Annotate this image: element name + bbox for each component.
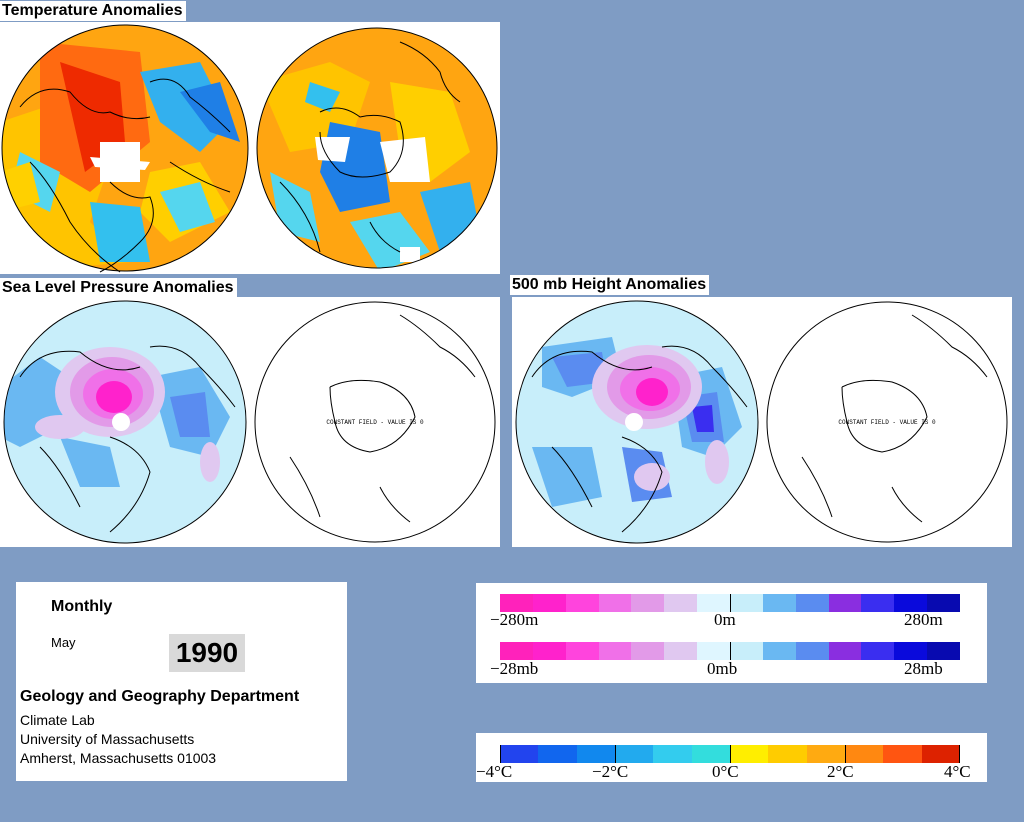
pressure-scale-swatch xyxy=(927,642,961,660)
height-scale-swatch xyxy=(664,594,698,612)
height-scale-mid-label: 0m xyxy=(714,610,736,629)
temperature-scale-swatch xyxy=(691,745,730,763)
height-scale-swatch xyxy=(631,594,665,612)
pressure-scale-mid-label: 0mb xyxy=(707,659,738,678)
year-display: 1990 xyxy=(169,634,245,672)
pressure-scale-swatch xyxy=(598,642,632,660)
temperature-tick-0 xyxy=(730,745,731,763)
temperature-map-northern-hemisphere xyxy=(1,24,249,273)
height-scale-max-label: 280m xyxy=(904,610,943,629)
height-scale-swatch xyxy=(730,594,763,612)
temperature-legend-box: −4°C −2°C 0°C 2°C 4°C xyxy=(476,733,987,782)
height-map-southern-hemisphere: CONSTANT FIELD - VALUE IS 0 xyxy=(766,301,1008,543)
temperature-tick-minus-4 xyxy=(500,745,501,763)
temperature-scale-swatch xyxy=(883,745,922,763)
height-color-scale xyxy=(500,594,961,612)
pressure-scale-swatch xyxy=(664,642,698,660)
temperature-tick-minus-2 xyxy=(615,745,616,763)
height-map-northern-hemisphere xyxy=(515,300,759,544)
pressure-scale-swatch xyxy=(532,642,566,660)
height-scale-swatch xyxy=(828,594,862,612)
temperature-section-title: Temperature Anomalies xyxy=(0,1,186,21)
height-scale-swatch xyxy=(927,594,961,612)
height-scale-swatch xyxy=(762,594,796,612)
pressure-section-title: Sea Level Pressure Anomalies xyxy=(0,278,237,298)
height-scale-swatch xyxy=(532,594,566,612)
height-scale-swatch xyxy=(795,594,829,612)
temperature-scale-swatch xyxy=(844,745,884,763)
pressure-scale-swatch xyxy=(697,642,731,660)
department-name: Geology and Geography Department xyxy=(20,688,300,705)
height-scale-swatch xyxy=(565,594,599,612)
pressure-map-northern-hemisphere xyxy=(3,300,247,544)
temperature-scale-swatch xyxy=(768,745,807,763)
pressure-scale-swatch xyxy=(730,642,763,660)
temperature-label-minus-4: −4°C xyxy=(476,762,513,781)
pressure-scale-swatch xyxy=(795,642,829,660)
temperature-tick-4 xyxy=(959,745,960,763)
temperature-scale-swatch xyxy=(729,745,769,763)
pressure-scale-swatch xyxy=(828,642,862,660)
height-scale-min-label: −280m xyxy=(490,610,539,629)
height-scale-swatch xyxy=(894,594,928,612)
anomaly-legend-box: −280m 0m 280m −28mb 0mb 28mb xyxy=(476,583,987,683)
month-label: May xyxy=(51,635,76,650)
pressure-scale-swatch xyxy=(631,642,665,660)
height-scale-center-tick xyxy=(730,594,731,612)
temperature-scale-swatch xyxy=(653,745,692,763)
pressure-scale-min-label: −28mb xyxy=(490,659,539,678)
height-section-title: 500 mb Height Anomalies xyxy=(510,275,710,295)
height-scale-swatch xyxy=(598,594,632,612)
temperature-scale-swatch xyxy=(921,745,960,763)
temperature-scale-swatch xyxy=(500,745,539,763)
info-box: Monthly May 1990 Geology and Geography D… xyxy=(16,582,347,781)
temperature-tick-2 xyxy=(845,745,846,763)
pressure-scale-center-tick xyxy=(730,642,731,660)
temperature-label-2: 2°C xyxy=(827,762,854,781)
pressure-scale-swatch xyxy=(762,642,796,660)
height-scale-swatch xyxy=(697,594,731,612)
pressure-map-southern-hemisphere: CONSTANT FIELD - VALUE IS 0 xyxy=(254,301,496,543)
period-label: Monthly xyxy=(51,598,113,615)
pressure-scale-swatch xyxy=(565,642,599,660)
temperature-scale-swatch xyxy=(576,745,615,763)
height-constant-field-note: CONSTANT FIELD - VALUE IS 0 xyxy=(838,419,936,426)
temperature-scale-swatch xyxy=(538,745,577,763)
university-name: University of Massachusetts xyxy=(20,731,195,747)
temperature-map-southern-hemisphere xyxy=(256,27,498,269)
temperature-label-minus-2: −2°C xyxy=(592,762,629,781)
pressure-scale-swatch xyxy=(894,642,928,660)
pressure-scale-max-label: 28mb xyxy=(904,659,943,678)
temperature-color-scale xyxy=(500,745,960,763)
temperature-label-4: 4°C xyxy=(944,762,971,781)
pressure-constant-field-note: CONSTANT FIELD - VALUE IS 0 xyxy=(326,419,424,426)
lab-name: Climate Lab xyxy=(20,712,95,728)
pressure-color-scale xyxy=(500,642,961,660)
pressure-scale-swatch xyxy=(500,642,533,660)
pressure-scale-swatch xyxy=(861,642,895,660)
temperature-scale-swatch xyxy=(614,745,654,763)
temperature-label-0: 0°C xyxy=(712,762,739,781)
height-scale-swatch xyxy=(500,594,533,612)
address: Amherst, Massachusetts 01003 xyxy=(20,750,217,766)
height-scale-swatch xyxy=(861,594,895,612)
temperature-scale-swatch xyxy=(806,745,845,763)
